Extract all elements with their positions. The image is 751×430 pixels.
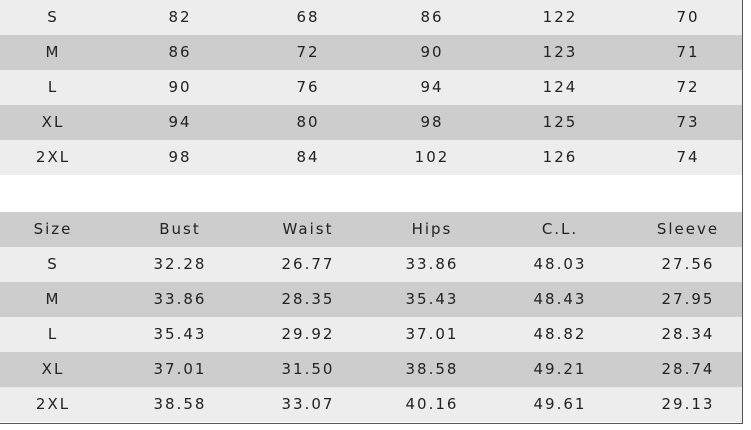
value-cell: Bust xyxy=(159,220,201,238)
value-cell: C.L. xyxy=(541,220,579,238)
table-row: S 32.28 26.77 33.86 48.03 27.56 xyxy=(0,247,742,282)
value-cell: 35.43 xyxy=(153,325,207,343)
value-cell: 90 xyxy=(168,78,192,96)
value-cell: 125 xyxy=(542,113,578,131)
value-cell: 72 xyxy=(296,43,320,61)
value-cell: 49.21 xyxy=(533,360,587,378)
value-cell: 37.01 xyxy=(153,360,207,378)
size-cell: XL xyxy=(41,360,65,378)
size-cell: L xyxy=(47,325,59,343)
size-chart-frame xyxy=(0,0,743,424)
table-row: L 35.43 29.92 37.01 48.82 28.34 xyxy=(0,317,742,352)
value-cell: 86 xyxy=(420,8,444,26)
value-cell: 71 xyxy=(676,43,700,61)
value-cell: 48.82 xyxy=(533,325,587,343)
value-cell: 48.03 xyxy=(533,255,587,273)
value-cell: 26.77 xyxy=(281,255,335,273)
value-cell: 38.58 xyxy=(153,395,207,413)
value-cell: 35.43 xyxy=(405,290,459,308)
value-cell: 123 xyxy=(542,43,578,61)
value-cell: 48.43 xyxy=(533,290,587,308)
value-cell: 122 xyxy=(542,8,578,26)
value-cell: 27.56 xyxy=(661,255,715,273)
size-cell: M xyxy=(45,43,61,61)
value-cell: 126 xyxy=(542,148,578,166)
value-cell: 49.61 xyxy=(533,395,587,413)
value-cell: 27.95 xyxy=(661,290,715,308)
value-cell: 33.86 xyxy=(153,290,207,308)
value-cell: 94 xyxy=(420,78,444,96)
value-cell: 31.50 xyxy=(281,360,335,378)
value-cell: 70 xyxy=(676,8,700,26)
size-cell: S xyxy=(47,8,59,26)
value-cell: 86 xyxy=(168,43,192,61)
table-row: S 82 68 86 122 70 xyxy=(0,0,742,35)
value-cell: 72 xyxy=(676,78,700,96)
table-row: XL 94 80 98 125 73 xyxy=(0,105,742,140)
value-cell: 37.01 xyxy=(405,325,459,343)
table-row: XL 37.01 31.50 38.58 49.21 28.74 xyxy=(0,352,742,387)
size-cell: L xyxy=(47,78,59,96)
table-row: M 86 72 90 123 71 xyxy=(0,35,742,70)
size-cell: Size xyxy=(33,220,73,238)
value-cell: 28.34 xyxy=(661,325,715,343)
value-cell: 98 xyxy=(168,148,192,166)
value-cell: 80 xyxy=(296,113,320,131)
value-cell: 33.07 xyxy=(281,395,335,413)
size-cell: M xyxy=(45,290,61,308)
value-cell: 32.28 xyxy=(153,255,207,273)
value-cell: 76 xyxy=(296,78,320,96)
table-row: 2XL 38.58 33.07 40.16 49.61 29.13 xyxy=(0,387,742,422)
table-header: Size Bust Waist Hips C.L. Sleeve xyxy=(0,212,742,247)
value-cell: 28.74 xyxy=(661,360,715,378)
value-cell: 68 xyxy=(296,8,320,26)
value-cell: 102 xyxy=(414,148,450,166)
size-cell: S xyxy=(47,255,59,273)
value-cell: 29.92 xyxy=(281,325,335,343)
value-cell: Hips xyxy=(411,220,453,238)
value-cell: 40.16 xyxy=(405,395,459,413)
value-cell: 33.86 xyxy=(405,255,459,273)
value-cell: 74 xyxy=(676,148,700,166)
value-cell: 90 xyxy=(420,43,444,61)
value-cell: 124 xyxy=(542,78,578,96)
table-row: 2XL 98 84 102 126 74 xyxy=(0,140,742,175)
value-cell: Waist xyxy=(282,220,334,238)
table-row: M 33.86 28.35 35.43 48.43 27.95 xyxy=(0,282,742,317)
size-cell: 2XL xyxy=(35,395,71,413)
value-cell: 94 xyxy=(168,113,192,131)
table-row: L 90 76 94 124 72 xyxy=(0,70,742,105)
value-cell: 29.13 xyxy=(661,395,715,413)
value-cell: Sleeve xyxy=(656,220,720,238)
value-cell: 98 xyxy=(420,113,444,131)
size-cell: 2XL xyxy=(35,148,71,166)
value-cell: 82 xyxy=(168,8,192,26)
value-cell: 73 xyxy=(676,113,700,131)
size-cell: XL xyxy=(41,113,65,131)
value-cell: 84 xyxy=(296,148,320,166)
value-cell: 38.58 xyxy=(405,360,459,378)
value-cell: 28.35 xyxy=(281,290,335,308)
